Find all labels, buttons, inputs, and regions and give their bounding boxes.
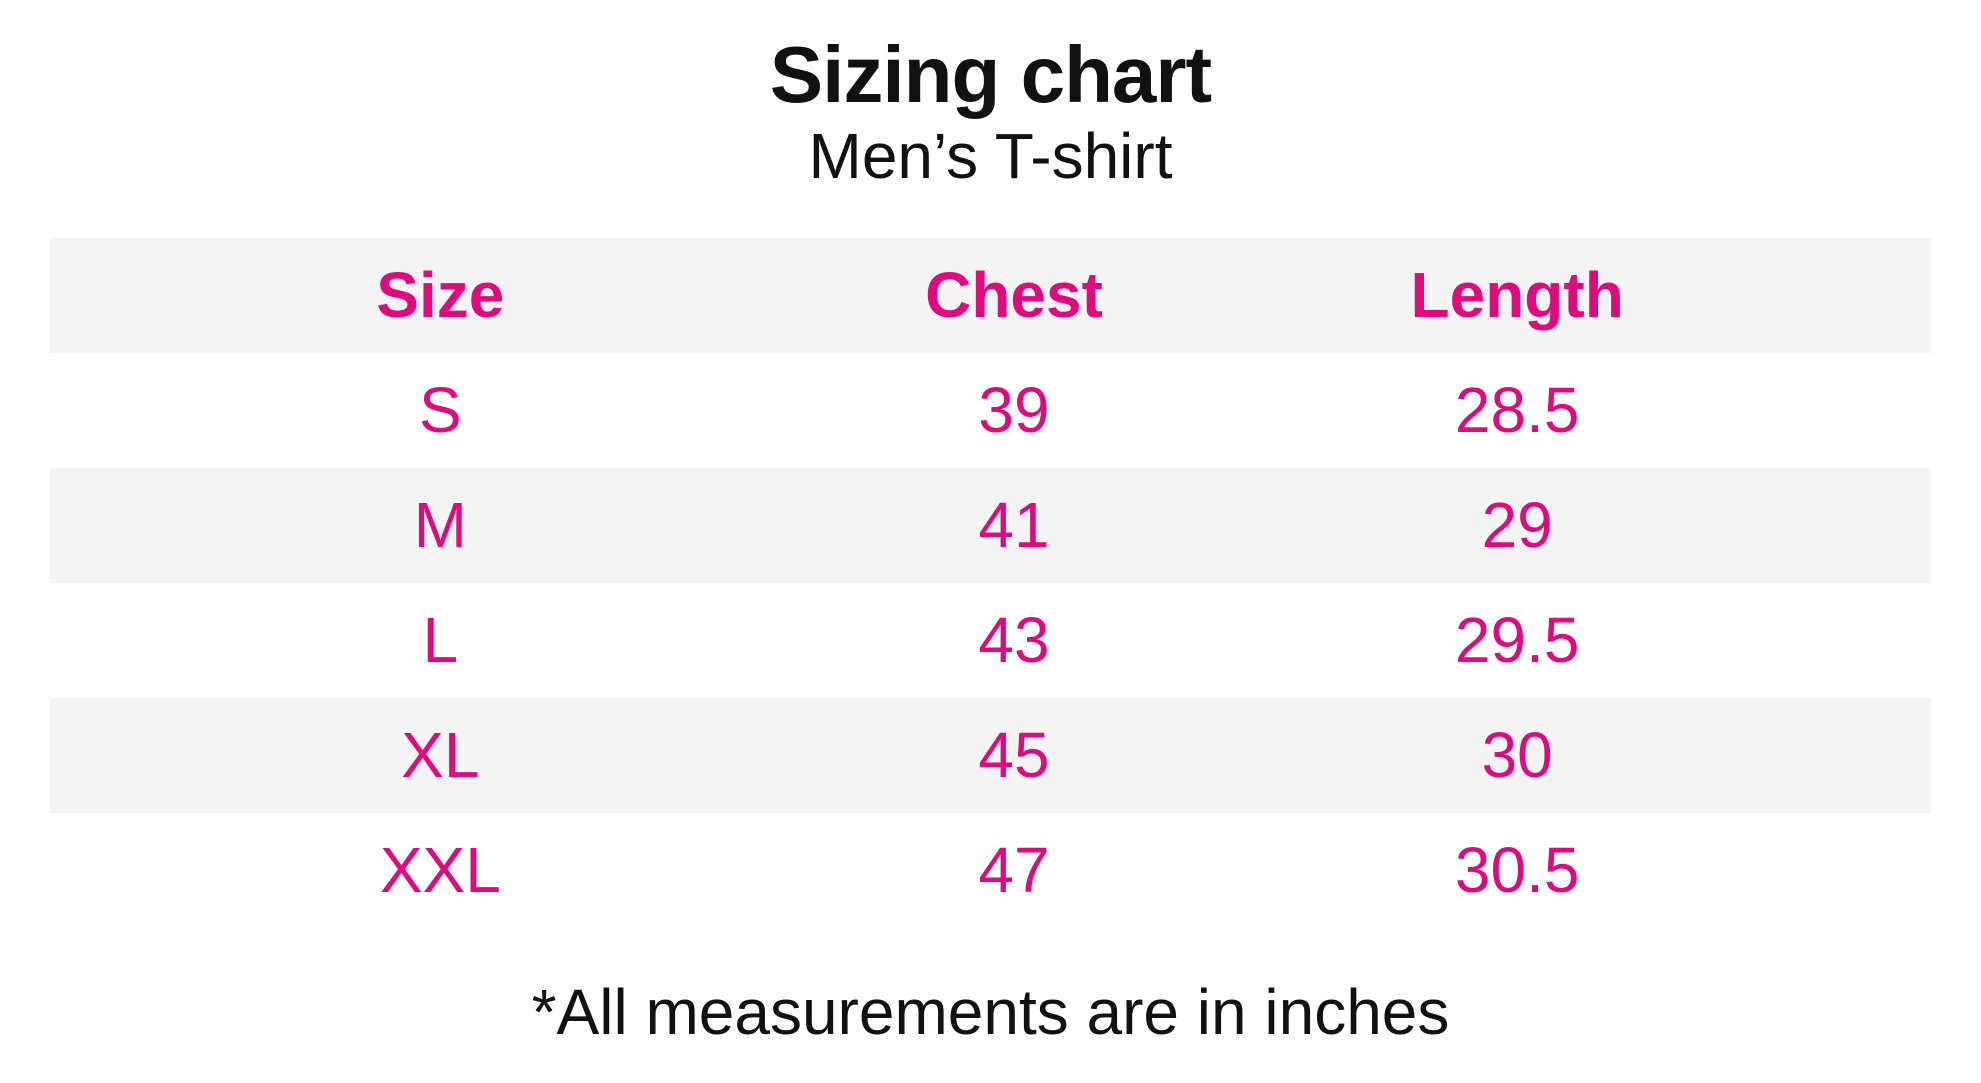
table-row: XXL 47 30.5 [50,812,1931,928]
length-cell: 29 [1481,489,1553,562]
size-cell: L [422,604,459,677]
table-row: L 43 29.5 [50,582,1931,698]
table-row: M 41 29 [50,467,1931,583]
chest-cell: 47 [978,834,1050,907]
chest-cell: 41 [978,489,1050,562]
length-cell: 29.5 [1454,604,1580,677]
chest-cell: 39 [978,374,1050,447]
length-cell: 28.5 [1454,374,1580,447]
page-title: Sizing chart [769,30,1212,119]
column-header-length: Length [1410,259,1624,332]
chest-cell: 45 [978,719,1050,792]
table-row: XL 45 30 [50,697,1931,813]
table-row: S 39 28.5 [50,352,1931,468]
length-cell: 30 [1481,719,1553,792]
page-header: Sizing chart Men’s T-shirt [0,0,1981,188]
column-header-size: Size [376,259,505,332]
sizing-table: Size Chest Length S 39 28.5 M 41 29 L 43… [50,237,1931,928]
size-cell: XXL [379,834,501,907]
size-cell: XL [401,719,480,792]
measurements-footnote: *All measurements are in inches [531,975,1450,1048]
length-cell: 30.5 [1454,834,1580,907]
size-cell: S [418,374,462,447]
size-cell: M [413,489,467,562]
column-header-chest: Chest [925,259,1103,332]
chest-cell: 43 [978,604,1050,677]
table-header-row: Size Chest Length [50,237,1931,353]
page-subtitle: Men’s T-shirt [808,119,1173,192]
